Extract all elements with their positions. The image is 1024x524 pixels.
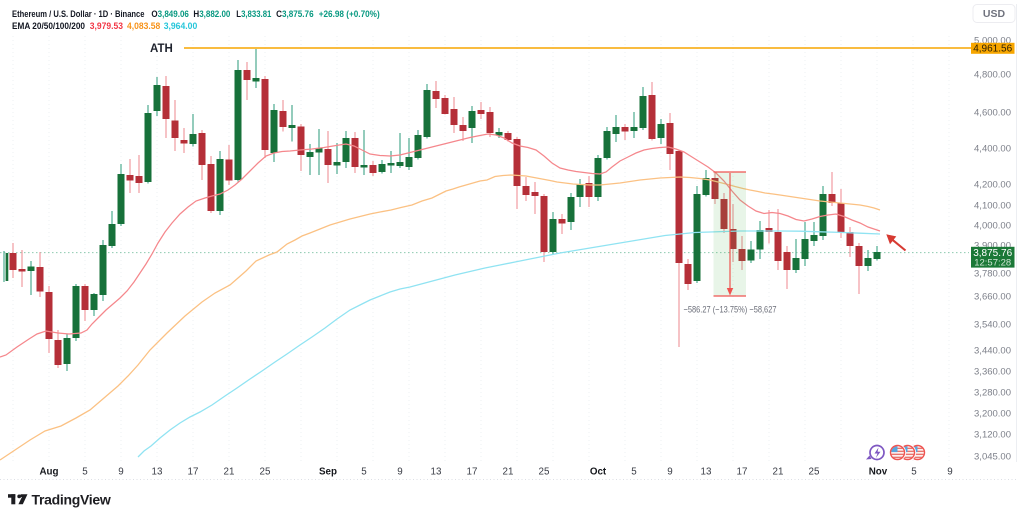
svg-text:L3,833.81: L3,833.81	[236, 9, 271, 19]
svg-text:O3,849.06: O3,849.06	[151, 9, 189, 19]
svg-text:21: 21	[224, 467, 235, 478]
svg-text:9: 9	[667, 467, 672, 478]
svg-text:4,600.00: 4,600.00	[974, 107, 1011, 118]
svg-text:25: 25	[539, 467, 550, 478]
svg-text:Ethereum / U.S. Dollar · 1D ·: Ethereum / U.S. Dollar · 1D · Binance	[12, 9, 145, 19]
svg-text:USD: USD	[983, 8, 1006, 20]
svg-text:3,120.00: 3,120.00	[974, 429, 1011, 440]
svg-text:21: 21	[773, 467, 784, 478]
svg-text:3,440.00: 3,440.00	[974, 345, 1011, 356]
svg-text:9: 9	[118, 467, 123, 478]
svg-text:21: 21	[503, 467, 514, 478]
svg-text:Sep: Sep	[319, 467, 337, 478]
svg-text:3,875.76: 3,875.76	[973, 248, 1012, 259]
svg-text:5: 5	[361, 467, 367, 478]
svg-text:4,083.58: 4,083.58	[127, 21, 160, 31]
svg-text:13: 13	[701, 467, 712, 478]
svg-text:13: 13	[431, 467, 442, 478]
svg-text:3,200.00: 3,200.00	[974, 408, 1011, 419]
svg-text:3,045.00: 3,045.00	[974, 451, 1011, 462]
svg-text:5: 5	[82, 467, 88, 478]
svg-text:+26.98 (+0.70%): +26.98 (+0.70%)	[319, 9, 380, 19]
svg-text:5: 5	[631, 467, 637, 478]
svg-text:3,660.00: 3,660.00	[974, 291, 1011, 302]
svg-text:12:57:28: 12:57:28	[974, 258, 1011, 269]
svg-text:4,100.00: 4,100.00	[974, 200, 1011, 211]
svg-text:25: 25	[260, 467, 271, 478]
svg-text:3,280.00: 3,280.00	[974, 387, 1011, 398]
svg-text:17: 17	[737, 467, 748, 478]
svg-text:Oct: Oct	[590, 467, 607, 478]
svg-text:13: 13	[152, 467, 163, 478]
svg-text:−586.27 (−13.75%) −58,627: −586.27 (−13.75%) −58,627	[684, 305, 777, 315]
svg-text:4,000.00: 4,000.00	[974, 220, 1011, 231]
svg-text:4,961.56: 4,961.56	[973, 44, 1012, 55]
svg-text:3,780.00: 3,780.00	[974, 268, 1011, 279]
svg-text:3,360.00: 3,360.00	[974, 366, 1011, 377]
svg-text:ATH: ATH	[150, 43, 173, 55]
svg-text:C3,875.76: C3,875.76	[276, 9, 313, 19]
svg-text:9: 9	[947, 467, 952, 478]
svg-text:17: 17	[188, 467, 199, 478]
svg-text:25: 25	[809, 467, 820, 478]
svg-text:H3,882.00: H3,882.00	[193, 9, 230, 19]
svg-text:Aug: Aug	[39, 467, 58, 478]
svg-text:TradingView: TradingView	[32, 492, 111, 508]
svg-text:Nov: Nov	[869, 467, 888, 478]
svg-text:3,900.00: 3,900.00	[974, 240, 1011, 251]
svg-text:17: 17	[467, 467, 478, 478]
svg-text:4,800.00: 4,800.00	[974, 69, 1011, 80]
svg-text:9: 9	[397, 467, 402, 478]
svg-text:4,200.00: 4,200.00	[974, 179, 1011, 190]
svg-text:3,979.53: 3,979.53	[90, 21, 123, 31]
svg-text:5,000.00: 5,000.00	[974, 35, 1011, 46]
svg-text:3,540.00: 3,540.00	[974, 319, 1011, 330]
svg-text:EMA 20/50/100/200: EMA 20/50/100/200	[12, 21, 85, 31]
svg-text:3,964.00: 3,964.00	[164, 21, 198, 31]
svg-text:5: 5	[911, 467, 917, 478]
svg-text:4,400.00: 4,400.00	[974, 143, 1011, 154]
